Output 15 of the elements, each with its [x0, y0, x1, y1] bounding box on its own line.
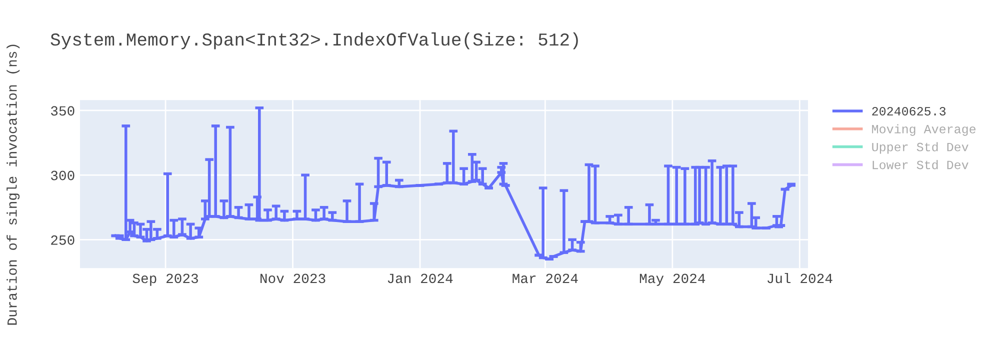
x-tick-label: Mar 2024: [512, 274, 578, 284]
legend-label: 20240625.3: [872, 107, 946, 116]
y-tick-label: 350: [51, 106, 74, 116]
legend-label: Moving Average: [872, 124, 976, 136]
legend-label: Lower Std Dev: [872, 160, 968, 170]
y-tick-label: 300: [51, 170, 74, 180]
x-tick-label: Sep 2023: [132, 274, 198, 286]
x-tick-label: Nov 2023: [260, 274, 326, 284]
x-tick-label: May 2024: [640, 274, 706, 286]
chart-title: System.Memory.Span<Int32>.IndexOfValue(Size: 512): [50, 32, 578, 50]
legend-label: Upper Std Dev: [872, 142, 968, 154]
y-tick-label: 250: [51, 235, 74, 245]
x-tick-label: Jan 2024: [388, 274, 453, 284]
x-tick-label: Jul 2024: [768, 272, 832, 284]
y-axis-title: Duration of single invocation (ns): [6, 44, 20, 325]
